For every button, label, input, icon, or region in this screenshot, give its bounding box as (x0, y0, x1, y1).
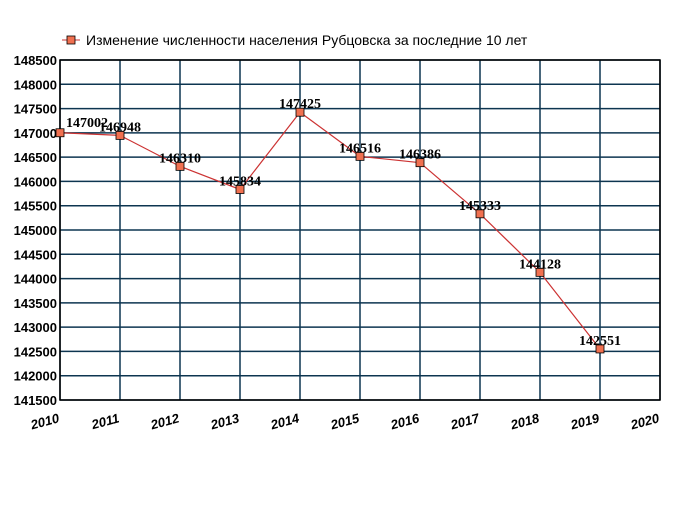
x-tick-label: 2016 (388, 410, 422, 432)
legend: Изменение численности населения Рубцовск… (62, 32, 528, 48)
x-tick-label: 2019 (568, 410, 602, 432)
y-tick-label: 147500 (14, 102, 57, 117)
data-point-marker (115, 130, 125, 140)
x-tick-label: 2012 (148, 410, 182, 432)
grid (59, 59, 661, 401)
x-tick-label: 2018 (508, 410, 542, 432)
data-point-marker (55, 128, 65, 138)
data-point-marker (355, 151, 365, 161)
y-tick-label: 148500 (14, 53, 57, 68)
data-label: 147002 (66, 116, 108, 131)
data-label: 146516 (339, 141, 381, 156)
data-point-marker (535, 267, 545, 277)
y-tick-label: 145000 (14, 223, 57, 238)
data-label: 147425 (279, 97, 321, 112)
data-point-marker (235, 185, 245, 194)
x-tick-label: 2015 (328, 410, 362, 432)
y-tick-label: 148000 (14, 77, 57, 92)
y-tick-label: 144500 (14, 247, 57, 262)
data-point-marker (475, 209, 485, 219)
y-tick-label: 146000 (14, 174, 57, 189)
y-tick-label: 145500 (14, 199, 57, 214)
data-point-marker (295, 107, 305, 117)
data-label: 142551 (579, 334, 621, 349)
legend-label: Изменение численности населения Рубцовск… (86, 32, 528, 48)
data-label: 145333 (459, 199, 501, 214)
data-label: 144128 (519, 257, 561, 272)
y-tick-label: 146500 (14, 150, 57, 165)
legend-marker (66, 35, 76, 45)
x-tick-label: 2011 (89, 410, 121, 432)
y-tick-label: 142500 (14, 344, 57, 359)
x-axis-ticks: 2010 2011 2012 2013 2014 2015 2016 2017 2018 2019… (28, 410, 662, 432)
x-tick-label: 2014 (268, 410, 302, 432)
y-tick-label: 141500 (14, 393, 57, 408)
x-tick-label: 2020 (628, 410, 662, 432)
data-label: 146310 (159, 151, 201, 166)
data-label: 146948 (99, 120, 141, 135)
data-label: 146386 (399, 148, 441, 163)
x-tick-label: 2017 (448, 410, 482, 432)
x-tick-label: 2013 (208, 410, 242, 432)
y-tick-label: 143500 (14, 296, 57, 311)
y-tick-label: 144000 (14, 272, 57, 287)
markers-group (55, 107, 605, 354)
series-line-group (59, 111, 601, 350)
x-tick-label: 2010 (28, 410, 62, 432)
data-point-marker (415, 158, 425, 168)
data-point-marker (595, 344, 605, 354)
data-point-marker (175, 161, 185, 171)
data-label: 145834 (219, 174, 261, 189)
y-tick-label: 143000 (14, 320, 57, 335)
series-line (59, 111, 601, 350)
y-tick-label: 147000 (14, 126, 57, 141)
y-tick-label: 142000 (14, 369, 57, 384)
plot-frame (59, 59, 661, 401)
y-axis-ticks: 148500 148000 147500 147000 146500 146000 1455… (14, 53, 57, 408)
